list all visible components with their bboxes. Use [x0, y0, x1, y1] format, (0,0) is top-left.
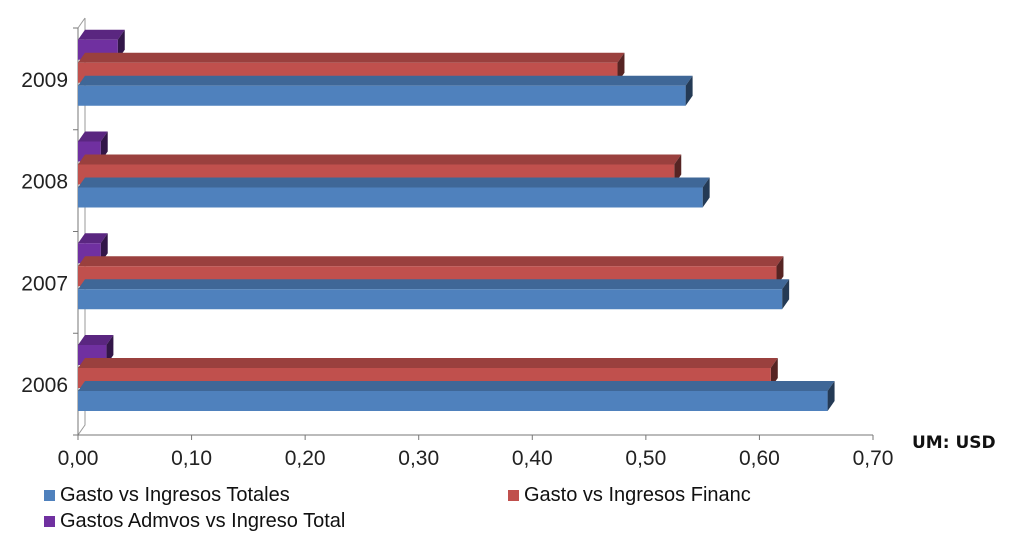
x-tick-label: 0,60 — [739, 447, 780, 470]
y-tick-label: 2008 — [21, 171, 68, 194]
legend-label: Gasto vs Ingresos Financ — [524, 484, 751, 506]
bar-top-face — [78, 381, 835, 391]
unit-label: UM: USD — [912, 433, 996, 453]
x-tick-label: 0,10 — [171, 447, 212, 470]
legend-label: Gastos Admvos vs Ingreso Total — [60, 510, 346, 532]
bar-side-face — [100, 131, 108, 162]
x-tick-label: 0,70 — [853, 447, 894, 470]
bar-2009-series-0 — [78, 85, 686, 106]
bar-side-face — [617, 52, 625, 83]
y-tick-label: 2007 — [21, 272, 68, 295]
bar-side-face — [674, 154, 682, 185]
bar-side-face — [100, 233, 108, 264]
bar-top-face — [78, 29, 125, 40]
bar-top-face — [78, 177, 710, 188]
bar-2007-series-0 — [78, 289, 783, 310]
bar-side-face — [106, 335, 114, 365]
legend-swatch-red — [508, 490, 519, 501]
legend: Gasto vs Ingresos Totales Gasto vs Ingre… — [44, 480, 864, 536]
bar-2008-series-0 — [78, 187, 703, 208]
legend-item-gastos-admvos: Gastos Admvos vs Ingreso Total — [44, 510, 345, 533]
bar-side-face — [117, 29, 125, 60]
legend-swatch-blue — [44, 490, 55, 501]
bar-top-face — [78, 358, 778, 368]
bar-chart: 0,00 0,10 0,20 0,30 0,40 0,50 0,60 0,70 2006 2007… — [21, 17, 996, 470]
bar-top-face — [78, 279, 790, 290]
bar-side-face — [770, 358, 778, 388]
bar-side-face — [782, 279, 790, 310]
legend-item-gasto-ingresos-financ: Gasto vs Ingresos Financ — [508, 484, 751, 507]
bar-top-face — [78, 256, 784, 267]
bar-2006-series-0 — [78, 391, 828, 411]
bar-side-face — [685, 75, 693, 106]
bar-side-face — [776, 256, 784, 287]
legend-label: Gasto vs Ingresos Totales — [60, 484, 290, 506]
legend-item-gasto-ingresos-totales: Gasto vs Ingresos Totales — [44, 484, 290, 507]
x-tick-label: 0,00 — [58, 447, 99, 470]
legend-swatch-purple — [44, 516, 55, 527]
bar-top-face — [78, 75, 693, 86]
x-tick-label: 0,20 — [285, 447, 326, 470]
bar-side-face — [827, 381, 835, 411]
bar-side-face — [702, 177, 710, 208]
x-tick-label: 0,50 — [625, 447, 666, 470]
bar-top-face — [78, 131, 108, 142]
bar-top-face — [78, 335, 114, 345]
y-tick-label: 2006 — [21, 374, 68, 397]
bar-top-face — [78, 233, 108, 244]
bar-top-face — [78, 154, 682, 165]
back-wall-top — [77, 17, 86, 29]
x-tick-label: 0,40 — [512, 447, 553, 470]
bar-top-face — [78, 52, 625, 63]
x-tick-label: 0,30 — [398, 447, 439, 470]
y-tick-label: 2009 — [21, 69, 68, 92]
